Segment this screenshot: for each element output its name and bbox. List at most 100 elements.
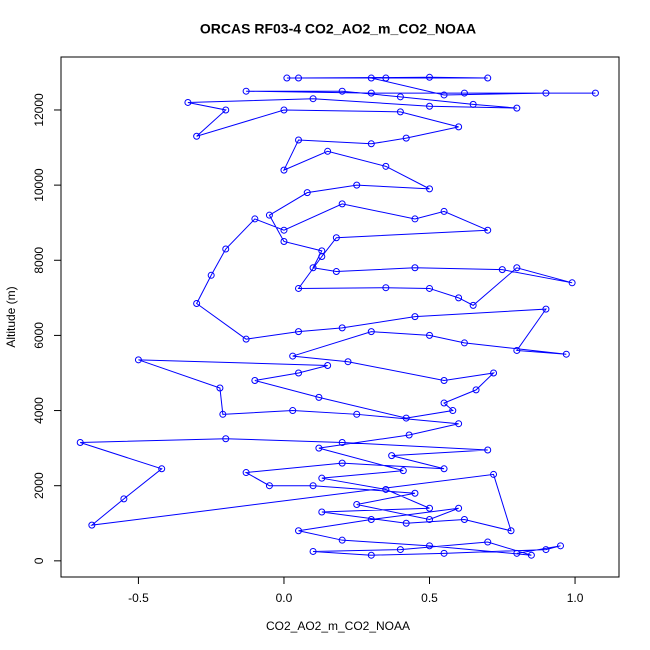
data-point xyxy=(332,268,340,276)
data-point xyxy=(318,247,326,255)
data-point xyxy=(484,226,492,234)
data-point xyxy=(399,467,407,475)
data-point xyxy=(367,551,375,559)
data-point xyxy=(295,328,303,336)
data-point xyxy=(76,438,84,446)
data-point xyxy=(265,211,273,219)
data-point xyxy=(411,215,419,223)
data-point xyxy=(338,459,346,467)
data-point xyxy=(184,98,192,106)
data-point xyxy=(460,89,468,97)
data-point xyxy=(242,87,250,95)
data-point xyxy=(411,489,419,497)
data-point xyxy=(193,132,201,140)
data-point xyxy=(367,74,375,82)
data-point xyxy=(338,438,346,446)
data-point xyxy=(324,361,332,369)
data-point xyxy=(382,74,390,82)
y-tick-label: 4000 xyxy=(32,397,46,424)
plot-frame xyxy=(60,56,620,578)
data-point xyxy=(295,74,303,82)
data-point xyxy=(338,324,346,332)
data-point xyxy=(388,452,396,460)
data-point xyxy=(353,181,361,189)
y-tick-label: 2000 xyxy=(32,472,46,499)
data-point xyxy=(222,106,230,114)
data-point xyxy=(324,147,332,155)
data-point xyxy=(568,279,576,287)
data-point xyxy=(289,407,297,415)
y-tick-label: 8000 xyxy=(32,247,46,274)
data-point xyxy=(440,549,448,557)
data-point xyxy=(396,546,404,554)
data-point xyxy=(332,234,340,242)
data-point xyxy=(338,536,346,544)
data-point xyxy=(455,420,463,428)
data-point xyxy=(120,495,128,503)
data-point xyxy=(367,516,375,524)
data-point xyxy=(134,356,142,364)
data-point xyxy=(426,284,434,292)
series-line xyxy=(80,76,596,556)
data-point xyxy=(556,542,564,550)
data-point xyxy=(440,376,448,384)
data-point xyxy=(193,299,201,307)
data-point xyxy=(242,335,250,343)
data-point xyxy=(426,542,434,550)
data-point xyxy=(405,431,413,439)
x-tick-label: -0.5 xyxy=(128,591,149,605)
data-point xyxy=(309,547,317,555)
data-point xyxy=(396,108,404,116)
data-point xyxy=(426,516,434,524)
data-point xyxy=(542,546,550,554)
data-point xyxy=(295,136,303,144)
data-point xyxy=(469,100,477,108)
data-point xyxy=(396,93,404,101)
data-point xyxy=(484,446,492,454)
data-point xyxy=(251,376,259,384)
x-tick-label: 1.0 xyxy=(567,591,584,605)
data-point xyxy=(283,74,291,82)
data-point xyxy=(309,482,317,490)
data-point xyxy=(242,469,250,477)
data-point xyxy=(490,369,498,377)
data-point xyxy=(455,123,463,131)
data-point xyxy=(411,264,419,272)
data-point xyxy=(527,551,535,559)
data-point xyxy=(318,474,326,482)
data-point xyxy=(88,521,96,529)
data-point xyxy=(484,538,492,546)
data-point xyxy=(426,73,434,81)
data-point xyxy=(562,350,570,358)
data-point xyxy=(460,516,468,524)
data-point xyxy=(542,305,550,313)
data-point xyxy=(158,465,166,473)
data-point xyxy=(338,200,346,208)
data-point xyxy=(367,140,375,148)
data-point xyxy=(207,271,215,279)
data-point xyxy=(402,414,410,422)
data-point xyxy=(382,162,390,170)
x-tick-label: 0.0 xyxy=(276,591,293,605)
data-point xyxy=(449,407,457,415)
data-point xyxy=(251,215,259,223)
data-point xyxy=(295,527,303,535)
data-point xyxy=(440,91,448,99)
data-point xyxy=(222,245,230,253)
data-point xyxy=(484,74,492,82)
data-point xyxy=(460,339,468,347)
data-point xyxy=(455,504,463,512)
x-axis-label: CO2_AO2_m_CO2_NOAA xyxy=(266,619,410,633)
data-point xyxy=(280,237,288,245)
data-point xyxy=(513,346,521,354)
data-point xyxy=(542,89,550,97)
data-point xyxy=(344,358,352,366)
data-point xyxy=(315,393,323,401)
data-point xyxy=(280,226,288,234)
data-point xyxy=(295,284,303,292)
y-axis-label: Altitude (m) xyxy=(4,286,18,347)
data-point xyxy=(440,207,448,215)
data-point xyxy=(402,519,410,527)
